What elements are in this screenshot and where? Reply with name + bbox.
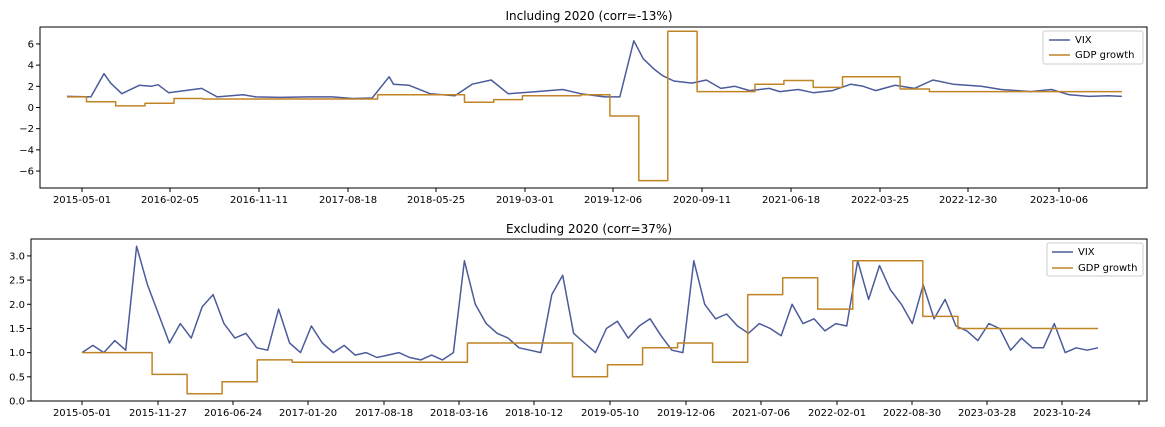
y-tick-label: −6 <box>19 167 34 178</box>
x-tick-label: 2018-03-16 <box>430 408 488 419</box>
y-tick-label: 1.0 <box>9 348 25 359</box>
y-tick-label: −4 <box>19 145 34 156</box>
y-tick-label: 3.0 <box>9 251 25 262</box>
x-tick-label: 2022-02-01 <box>808 408 866 419</box>
legend-label-vix: VIX <box>1078 247 1095 258</box>
panel-title: Including 2020 (corr=-13%) <box>505 9 672 23</box>
legend: VIX GDP growth <box>1042 30 1144 65</box>
x-tick-label: 2022-08-30 <box>883 408 941 419</box>
x-tick-label: 2020-09-11 <box>673 195 731 206</box>
x-tick-label: 2021-06-18 <box>762 195 820 206</box>
plot-frame <box>39 26 1148 189</box>
series-line-gdp-growth <box>82 260 1098 395</box>
panel-excluding-2020: Excluding 2020 (corr=37%) 0.0 0.5 1.0 1.5 2.… <box>9 222 1148 419</box>
series-line-gdp-growth <box>67 30 1122 182</box>
y-tick-label: 0.5 <box>9 372 25 383</box>
x-tick-label: 2015-05-01 <box>53 195 111 206</box>
x-tick-label: 2017-08-18 <box>319 195 377 206</box>
x-tick-label: 2023-10-06 <box>1030 195 1088 206</box>
x-tick-label: 2017-08-18 <box>355 408 413 419</box>
x-tick-label: 2023-03-28 <box>958 408 1016 419</box>
x-tick-label: 2019-03-01 <box>496 195 554 206</box>
plot-frame <box>30 238 1148 402</box>
x-tick-label: 2017-01-20 <box>279 408 337 419</box>
panel-including-2020: Including 2020 (corr=-13%) −6 −4 −2 0 2 4 6 20… <box>19 9 1148 206</box>
y-tick-label: −2 <box>19 124 34 135</box>
y-tick-label: 4 <box>28 61 34 72</box>
series-line-vix <box>81 245 1099 361</box>
x-tick-label: 2015-11-27 <box>129 408 187 419</box>
y-tick-label: 2.5 <box>9 276 25 287</box>
x-tick-label: 2016-02-05 <box>141 195 199 206</box>
x-tick-label: 2016-11-11 <box>230 195 288 206</box>
legend-label-gdp: GDP growth <box>1078 263 1137 274</box>
legend-label-gdp: GDP growth <box>1075 50 1134 61</box>
legend-label-vix: VIX <box>1075 35 1092 46</box>
x-tick-label: 2022-03-25 <box>851 195 909 206</box>
x-tick-label: 2022-12-30 <box>939 195 997 206</box>
y-tick-label: 1.5 <box>9 324 25 335</box>
y-tick-label: 0 <box>28 103 34 114</box>
x-tick-label: 2015-05-01 <box>53 408 111 419</box>
panel-title: Excluding 2020 (corr=37%) <box>506 222 672 236</box>
y-tick-label: 0.0 <box>9 397 25 408</box>
x-tick-label: 2019-05-10 <box>581 408 639 419</box>
x-tick-label: 2019-12-06 <box>584 195 642 206</box>
x-tick-label: 2021-07-06 <box>732 408 790 419</box>
y-tick-label: 2.0 <box>9 300 25 311</box>
x-tick-label: 2018-10-12 <box>505 408 563 419</box>
x-tick-label: 2019-12-06 <box>657 408 715 419</box>
y-tick-label: 6 <box>28 39 34 50</box>
x-tick-label: 2023-10-24 <box>1033 408 1091 419</box>
y-tick-label: 2 <box>28 82 34 93</box>
series-line-vix <box>66 40 1122 100</box>
x-tick-label: 2016-06-24 <box>204 408 262 419</box>
x-tick-label: 2018-05-25 <box>407 195 465 206</box>
legend: VIX GDP growth <box>1046 242 1144 277</box>
